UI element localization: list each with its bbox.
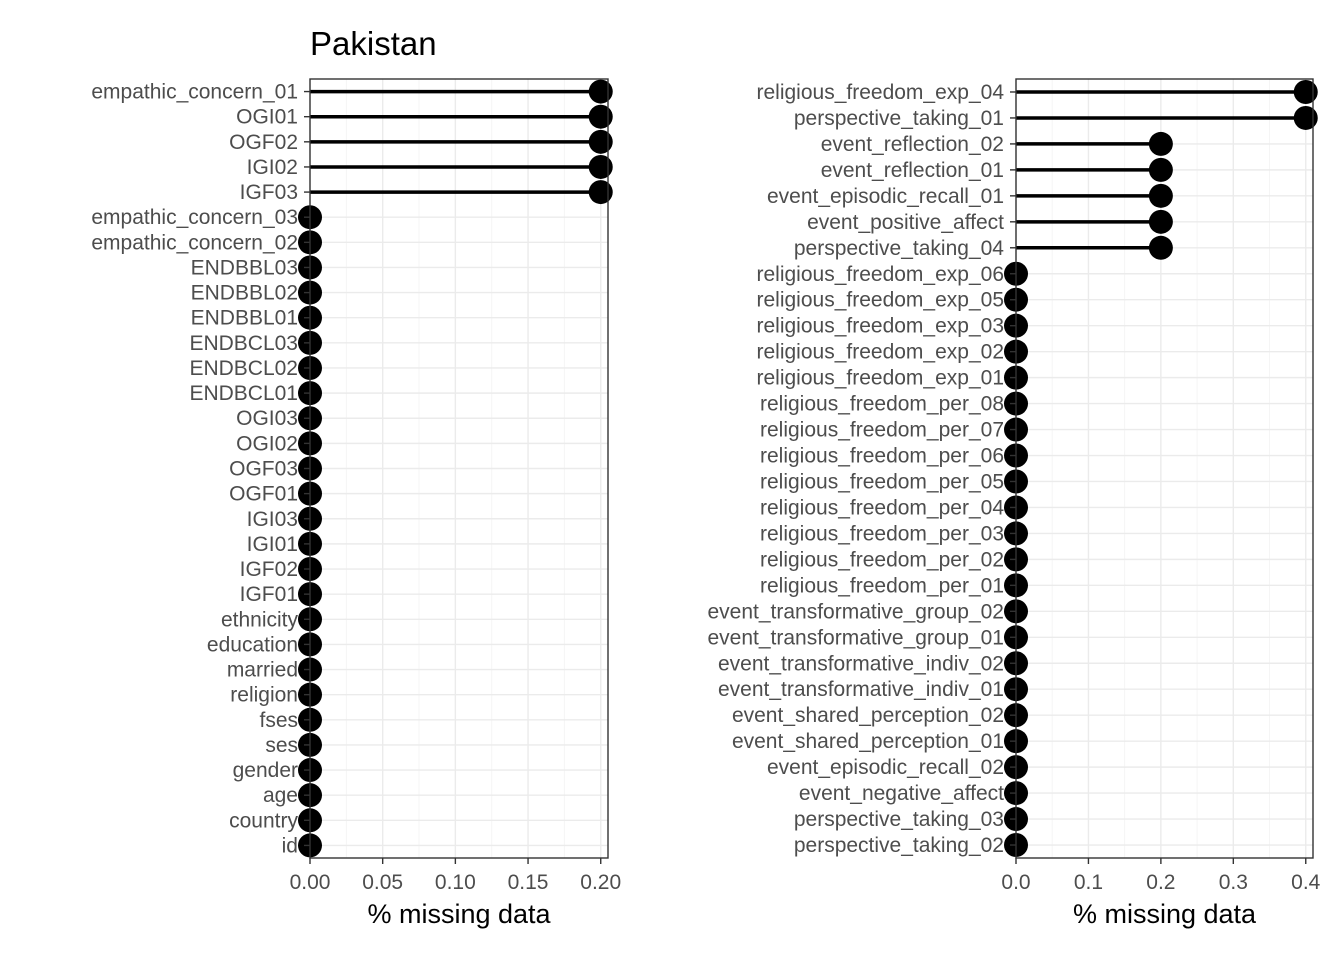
panel-border — [1015, 78, 1314, 859]
category-label: religious_freedom_exp_03 — [757, 315, 1005, 338]
x-tick-label: 0.20 — [580, 871, 621, 894]
lollipop-point — [588, 129, 613, 154]
category-label: OGI01 — [236, 106, 298, 129]
category-label: event_episodic_recall_01 — [767, 185, 1004, 208]
lollipop-point — [588, 180, 613, 205]
category-label: religious_freedom_per_01 — [760, 574, 1004, 597]
category-label: OGF03 — [229, 458, 298, 481]
x-tick-label: 0.0 — [1001, 871, 1030, 894]
x-tick-label: 0.4 — [1291, 871, 1321, 894]
category-label: religious_freedom_per_04 — [760, 496, 1004, 519]
x-tick-label: 0.2 — [1146, 871, 1175, 894]
category-label: gender — [233, 759, 298, 782]
category-label: fses — [259, 709, 298, 732]
lollipop-point — [588, 154, 613, 179]
lollipop-point — [1148, 131, 1173, 156]
category-label: religious_freedom_exp_02 — [757, 341, 1005, 364]
category-label: OGI02 — [236, 432, 298, 455]
category-label: religion — [230, 684, 298, 707]
x-axis-title: % missing data — [367, 899, 551, 929]
x-tick-label: 0.15 — [508, 871, 549, 894]
lollipop-point — [588, 79, 613, 104]
category-label: perspective_taking_02 — [794, 834, 1004, 857]
category-label: country — [229, 809, 298, 832]
category-label: event_transformative_group_01 — [707, 626, 1004, 649]
lollipop-point — [588, 104, 613, 129]
category-label: ENDBCL03 — [189, 332, 298, 355]
category-label: religious_freedom_per_02 — [760, 548, 1004, 571]
category-label: empathic_concern_03 — [91, 206, 298, 229]
category-label: event_transformative_indiv_01 — [718, 678, 1004, 701]
category-label: married — [227, 659, 298, 682]
panel-border — [309, 78, 609, 859]
category-label: event_shared_perception_01 — [732, 730, 1004, 753]
category-label: ses — [265, 734, 298, 757]
x-tick-label: 0.10 — [435, 871, 476, 894]
category-label: ENDBBL01 — [191, 307, 298, 330]
category-label: OGI03 — [236, 407, 298, 430]
x-axis-title: % missing data — [1073, 899, 1257, 929]
category-label: IGF01 — [240, 583, 298, 606]
category-label: IGI02 — [247, 156, 298, 179]
category-label: event_negative_affect — [799, 782, 1004, 805]
category-label: religious_freedom_per_03 — [760, 522, 1004, 545]
category-label: empathic_concern_02 — [91, 231, 298, 254]
category-label: religious_freedom_per_07 — [760, 419, 1004, 442]
category-label: age — [263, 784, 298, 807]
x-tick-label: 0.05 — [362, 871, 403, 894]
category-label: ENDBBL02 — [191, 282, 298, 305]
plot-title: Pakistan — [310, 25, 437, 62]
category-label: IGI03 — [247, 508, 298, 531]
category-label: ENDBCL01 — [189, 382, 298, 405]
category-label: religious_freedom_per_08 — [760, 393, 1004, 416]
category-label: religious_freedom_per_05 — [760, 470, 1004, 493]
x-tick-label: 0.1 — [1074, 871, 1103, 894]
category-label: event_transformative_indiv_02 — [718, 652, 1004, 675]
category-label: religious_freedom_exp_04 — [757, 81, 1005, 104]
lollipop-point — [1148, 157, 1173, 182]
category-label: event_reflection_01 — [821, 159, 1004, 182]
category-label: event_reflection_02 — [821, 133, 1004, 156]
lollipop-point — [1148, 183, 1173, 208]
category-label: ENDBBL03 — [191, 256, 298, 279]
category-label: event_shared_perception_02 — [732, 704, 1004, 727]
category-label: religious_freedom_exp_06 — [757, 263, 1005, 286]
category-label: education — [207, 633, 298, 656]
lollipop-point — [1293, 105, 1318, 130]
lollipop-point — [1148, 209, 1173, 234]
left-chart-panel: empathic_concern_01OGI01OGF02IGI02IGF03e… — [91, 78, 621, 929]
category-label: event_transformative_group_02 — [707, 600, 1004, 623]
category-label: empathic_concern_01 — [91, 81, 298, 104]
category-label: religious_freedom_per_06 — [760, 445, 1004, 468]
category-label: id — [282, 834, 298, 857]
category-label: ENDBCL02 — [189, 357, 298, 380]
category-label: OGF01 — [229, 483, 298, 506]
category-label: OGF02 — [229, 131, 298, 154]
category-label: IGF02 — [240, 558, 298, 581]
lollipop-point — [1293, 79, 1318, 104]
x-tick-label: 0.3 — [1219, 871, 1248, 894]
category-label: religious_freedom_exp_05 — [757, 289, 1005, 312]
right-chart-panel: religious_freedom_exp_04 perspective_taki… — [707, 78, 1321, 929]
category-label: event_positive_affect — [807, 211, 1004, 234]
lollipop-point — [1148, 235, 1173, 260]
category-label: perspective_taking_01 — [794, 107, 1004, 130]
category-label: perspective_taking_04 — [794, 237, 1004, 260]
category-label: ethnicity — [221, 608, 299, 631]
category-label: IGI01 — [247, 533, 298, 556]
category-label: event_episodic_recall_02 — [767, 756, 1004, 779]
category-label: religious_freedom_exp_01 — [757, 367, 1005, 390]
category-label: perspective_taking_03 — [794, 808, 1004, 831]
category-label: IGF03 — [240, 181, 298, 204]
x-tick-label: 0.00 — [290, 871, 331, 894]
